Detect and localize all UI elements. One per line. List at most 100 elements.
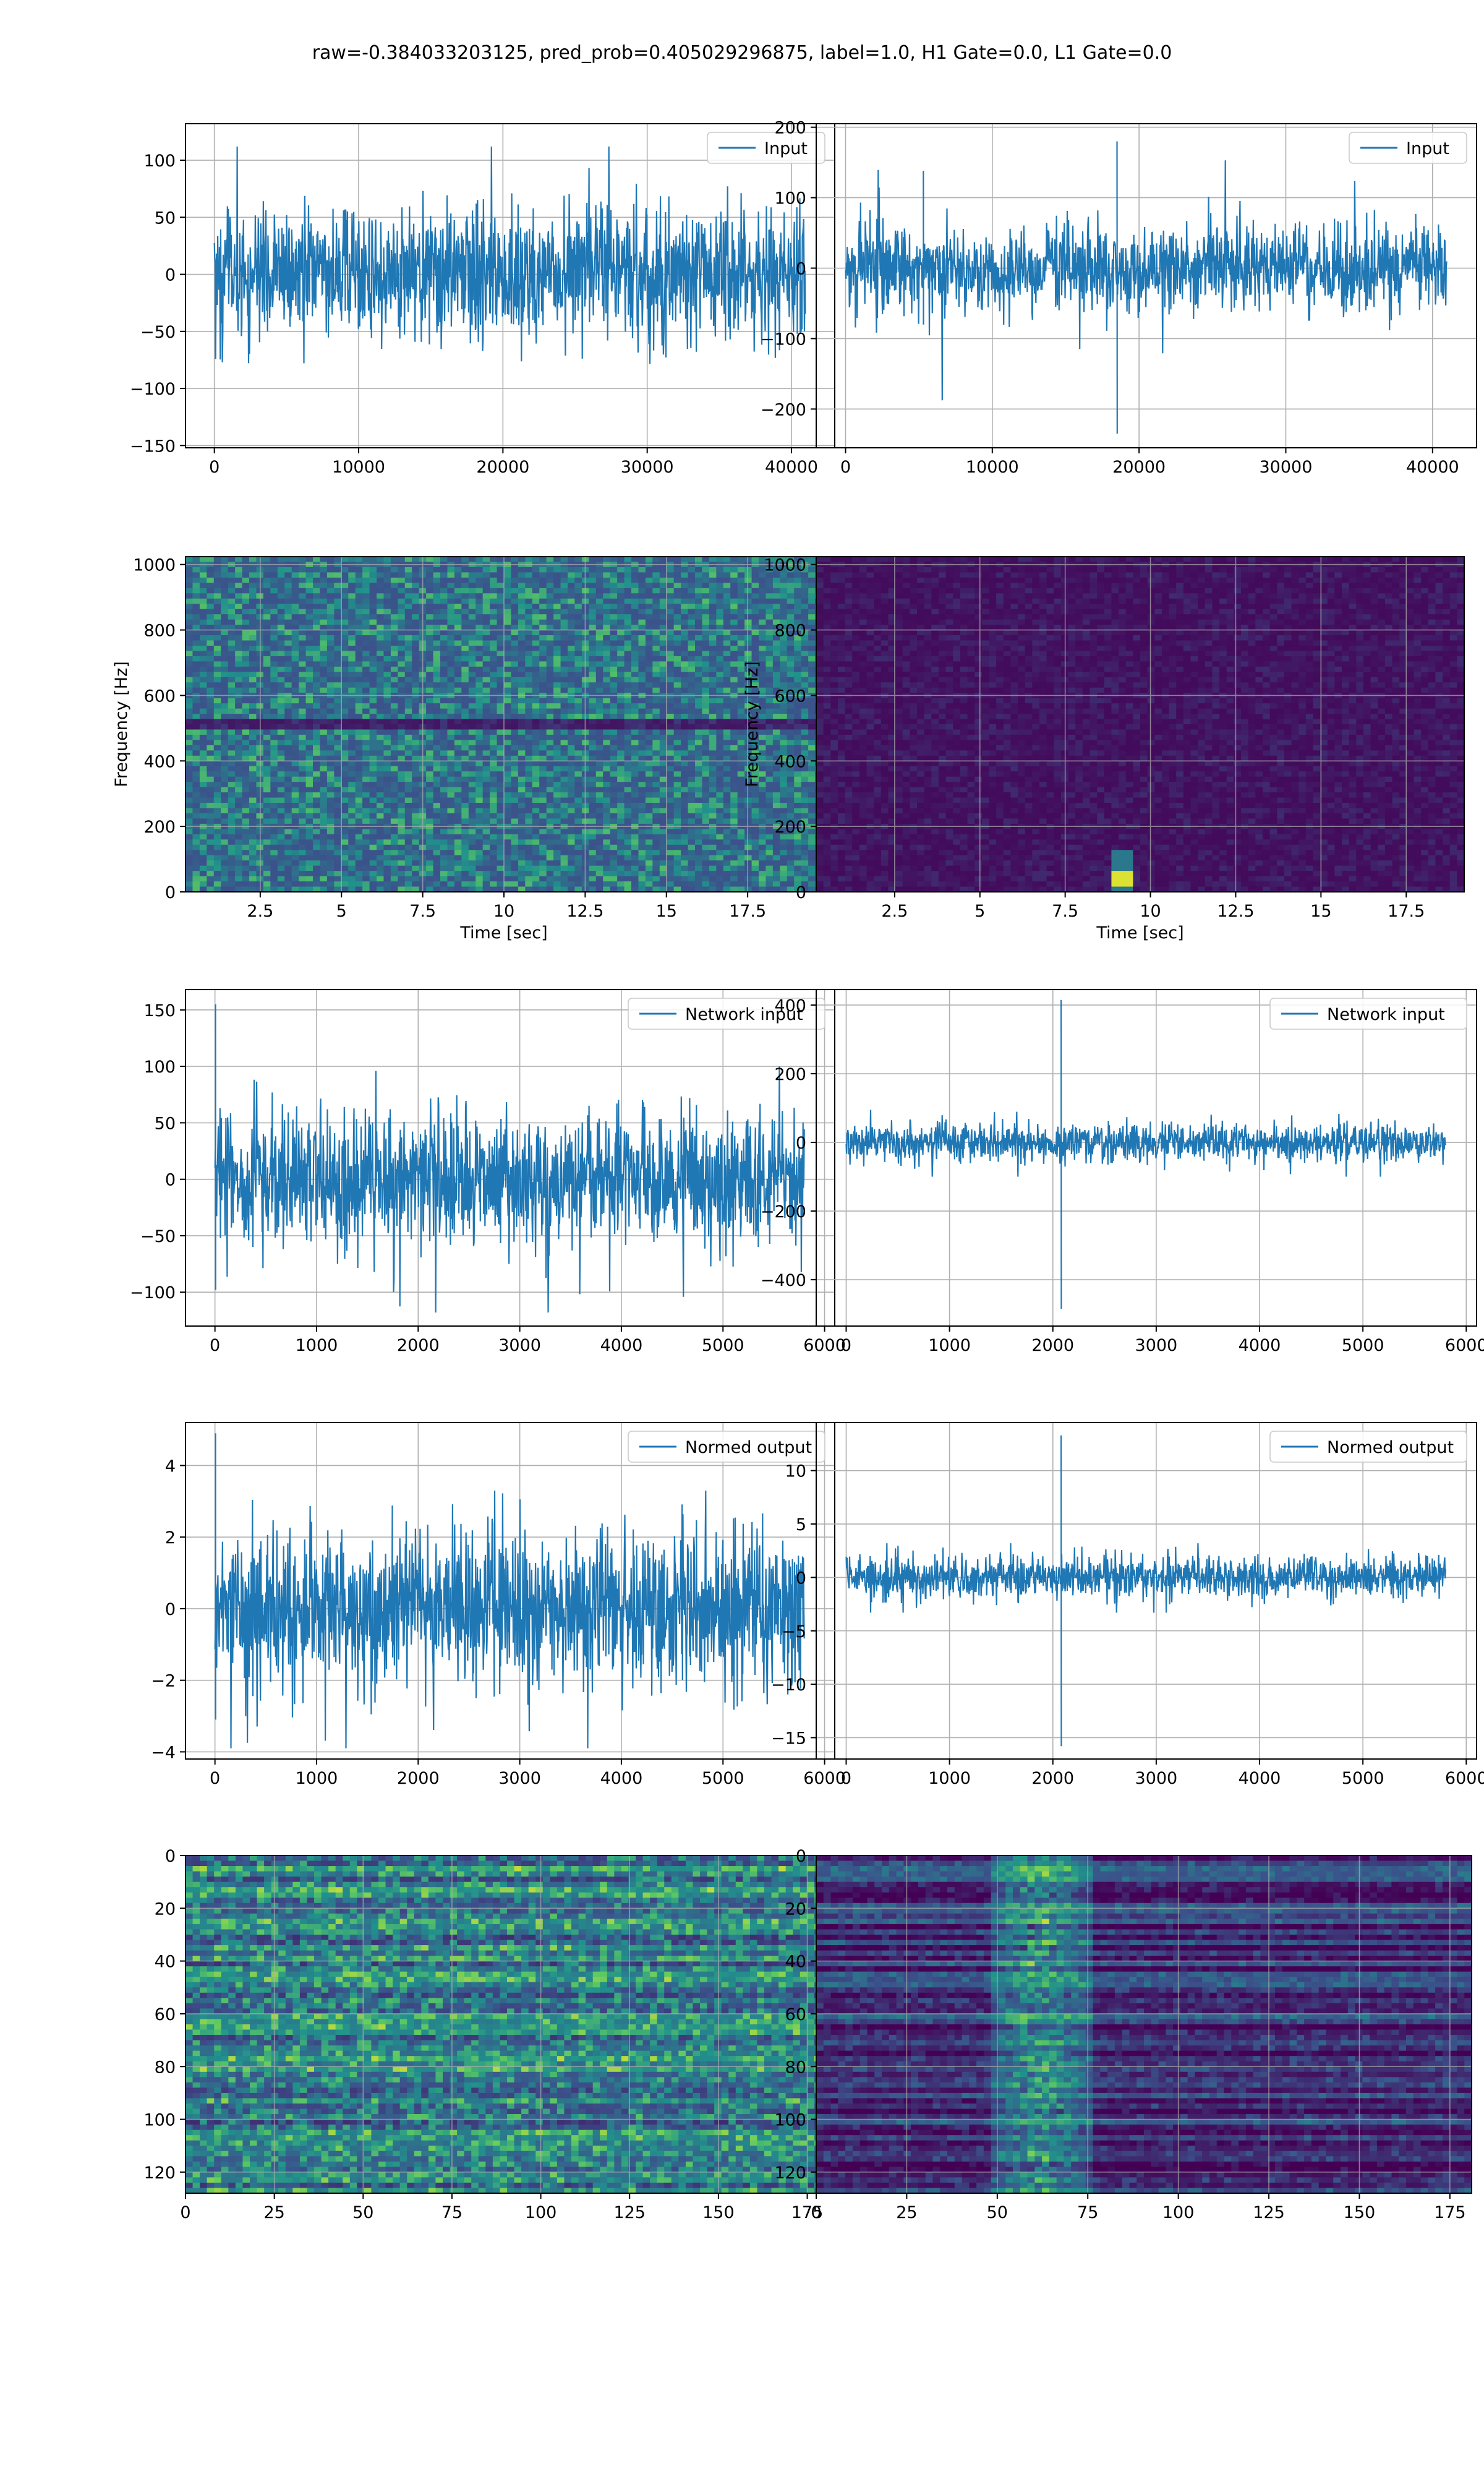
heatmap-cell [659, 661, 667, 667]
heatmap-cell [426, 567, 434, 573]
heatmap-cell [539, 829, 547, 835]
heatmap-cell [617, 609, 625, 615]
heatmap-cell [412, 839, 420, 845]
heatmap-cell [291, 834, 299, 840]
heatmap-cell [221, 729, 229, 735]
heatmap-cell [511, 724, 519, 730]
heatmap-cell [716, 614, 724, 620]
heatmap-cell [482, 557, 490, 563]
heatmap-cell [801, 619, 809, 625]
heatmap-cell [546, 572, 554, 578]
heatmap-cell [638, 792, 646, 798]
heatmap-cell [383, 714, 391, 720]
heatmap-cell [277, 635, 285, 641]
heatmap-cell [475, 750, 484, 756]
heatmap-cell [186, 834, 194, 840]
heatmap-cell [808, 640, 816, 646]
heatmap-cell [461, 656, 469, 662]
heatmap-cell [249, 645, 257, 652]
heatmap-cell [681, 734, 689, 741]
heatmap-cell [412, 651, 420, 657]
heatmap-cell [249, 656, 257, 662]
heatmap-cell [772, 771, 780, 777]
heatmap-cell [404, 755, 412, 761]
heatmap-cell [199, 604, 207, 610]
heatmap-cell [794, 761, 802, 767]
heatmap-cell [808, 651, 816, 657]
heatmap-cell [751, 750, 759, 756]
heatmap-cell [688, 771, 696, 777]
heatmap-cell [525, 787, 533, 793]
heatmap-cell [299, 729, 307, 735]
heatmap-cell [673, 656, 681, 662]
heatmap-cell [326, 588, 335, 594]
heatmap-cell [737, 630, 745, 636]
heatmap-cell [192, 598, 200, 604]
heatmap-cell [270, 766, 278, 772]
heatmap-cell [320, 630, 328, 636]
heatmap-cell [235, 567, 243, 573]
heatmap-cell [794, 834, 802, 840]
heatmap-cell [532, 787, 540, 793]
heatmap-cell [645, 745, 653, 751]
heatmap-cell [787, 557, 795, 563]
heatmap-cell [688, 604, 696, 610]
heatmap-cell [270, 761, 278, 767]
heatmap-cell [617, 557, 625, 563]
heatmap-cell [186, 766, 194, 772]
heatmap-cell [228, 776, 236, 782]
heatmap-cell [532, 766, 540, 772]
heatmap-cell [645, 708, 653, 714]
heatmap-cell [291, 813, 299, 820]
heatmap-cell [362, 577, 370, 583]
heatmap-cell [291, 557, 299, 563]
heatmap-cell [270, 698, 278, 704]
heatmap-cell [595, 687, 603, 693]
heatmap-cell [369, 583, 377, 589]
heatmap-cell [270, 625, 278, 631]
heatmap-cell [242, 677, 250, 683]
heatmap-cell [787, 782, 795, 788]
series-line [213, 146, 806, 364]
heatmap-cell [759, 698, 767, 704]
heatmap-cell [560, 719, 568, 725]
heatmap-cell [377, 614, 385, 620]
heatmap-cell [638, 818, 646, 824]
heatmap-cell [199, 666, 207, 672]
heatmap-cell [235, 829, 243, 835]
heatmap-cell [221, 651, 229, 657]
heatmap-cell [667, 577, 675, 583]
heatmap-cell [348, 677, 356, 683]
heatmap-cell [759, 635, 767, 641]
heatmap-cell [326, 834, 335, 840]
heatmap-cell [688, 645, 696, 652]
heatmap-cell [744, 714, 753, 720]
heatmap-cell [511, 813, 519, 820]
heatmap-cell [362, 567, 370, 573]
heatmap-cell [320, 787, 328, 793]
heatmap-cell [673, 635, 681, 641]
heatmap-cell [228, 714, 236, 720]
heatmap-cell [305, 797, 313, 803]
heatmap-cell [589, 672, 597, 678]
heatmap-cell [688, 703, 696, 709]
heatmap-cell [532, 687, 540, 693]
heatmap-cell [348, 782, 356, 788]
heatmap-cell [221, 572, 229, 578]
heatmap-cell [794, 813, 802, 820]
heatmap-cell [497, 776, 505, 782]
heatmap-cell [652, 645, 660, 652]
heatmap-cell [221, 614, 229, 620]
heatmap-cell [659, 604, 667, 610]
heatmap-cell [341, 598, 349, 604]
heatmap-cell [624, 719, 632, 725]
heatmap-cell [221, 792, 229, 798]
heatmap-cell [390, 803, 398, 809]
heatmap-cell [638, 755, 646, 761]
heatmap-cell [383, 834, 391, 840]
heatmap-cell [772, 614, 780, 620]
heatmap-cell [589, 808, 597, 814]
heatmap-cell [221, 687, 229, 693]
heatmap-cell [235, 776, 243, 782]
heatmap-cell [390, 577, 398, 583]
